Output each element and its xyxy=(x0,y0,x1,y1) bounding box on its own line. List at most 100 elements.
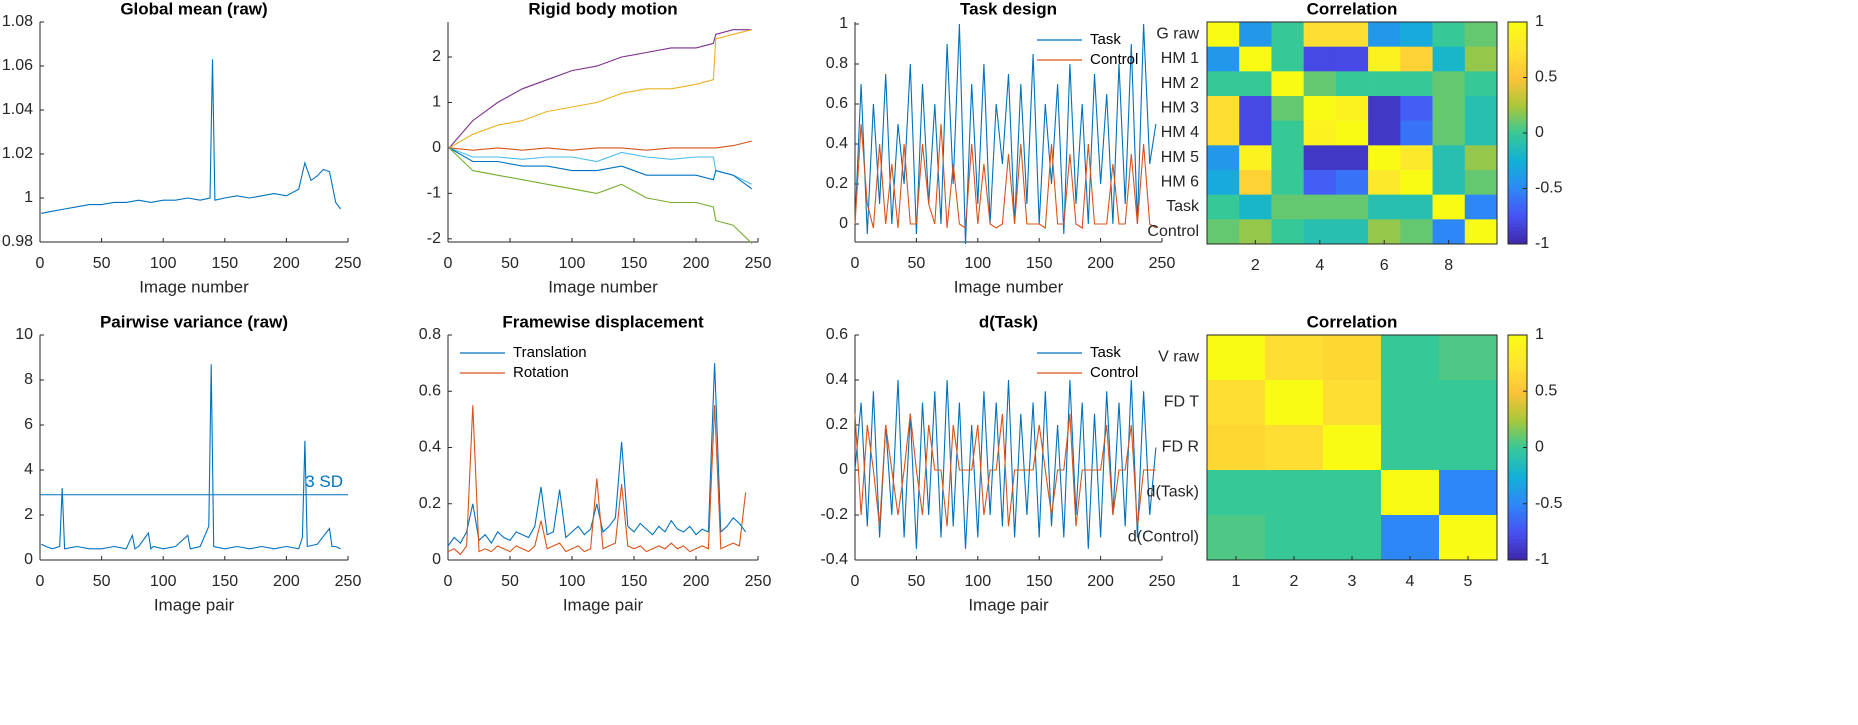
colorbar-step xyxy=(1508,517,1527,522)
legend-label: Translation xyxy=(513,344,587,361)
heatmap-cell xyxy=(1368,46,1401,72)
colorbar-step xyxy=(1508,157,1527,162)
data-line xyxy=(448,29,752,149)
colorbar-step xyxy=(1508,356,1527,361)
heatmap-cell xyxy=(1207,470,1266,516)
colorbar-step xyxy=(1508,352,1527,357)
colorbar-step xyxy=(1508,67,1527,72)
heatmap-cell xyxy=(1207,515,1266,561)
colorbar-step xyxy=(1508,419,1527,424)
heatmap-cell xyxy=(1400,22,1433,47)
heatmap-cell xyxy=(1323,425,1382,471)
colorbar-step xyxy=(1508,150,1527,155)
threshold-label: 3 SD xyxy=(305,472,343,491)
heatmap-cell xyxy=(1368,145,1401,171)
colorbar-step xyxy=(1508,405,1527,410)
y-tick-label: HM 6 xyxy=(1161,174,1199,191)
colorbar-step xyxy=(1508,174,1527,179)
colorbar-step xyxy=(1508,212,1527,217)
data-line xyxy=(447,405,747,556)
colorbar-step xyxy=(1508,105,1527,110)
colorbar-step xyxy=(1508,84,1527,89)
heatmap-cell xyxy=(1239,170,1272,195)
x-tick-label: 100 xyxy=(964,573,991,590)
x-tick-label: 150 xyxy=(1026,573,1053,590)
heatmap-cell xyxy=(1271,170,1304,195)
x-tick-label: 250 xyxy=(335,573,362,590)
heatmap-cell xyxy=(1381,380,1440,426)
heatmap-cell xyxy=(1439,470,1498,516)
colorbar-step xyxy=(1508,42,1527,47)
x-tick-label: 250 xyxy=(335,255,362,272)
x-tick-label: 5 xyxy=(1464,573,1473,590)
colorbar-step xyxy=(1508,408,1527,413)
colorbar-tick-label: -1 xyxy=(1535,551,1549,568)
x-tick-label: 250 xyxy=(745,573,772,590)
y-tick-label: 0.4 xyxy=(419,439,441,456)
colorbar-step xyxy=(1508,119,1527,124)
y-tick-label: -0.4 xyxy=(820,551,848,568)
colorbar-step xyxy=(1508,387,1527,392)
colorbar-step xyxy=(1508,164,1527,169)
colorbar-step xyxy=(1508,380,1527,385)
heatmap-cell xyxy=(1207,96,1240,121)
colorbar-step xyxy=(1508,101,1527,106)
colorbar-step xyxy=(1508,521,1527,526)
colorbar-step xyxy=(1508,549,1527,554)
heatmap-cell xyxy=(1207,71,1240,97)
y-tick-label: 0 xyxy=(432,139,441,156)
colorbar-step xyxy=(1508,237,1527,242)
x-tick-label: 150 xyxy=(621,573,648,590)
y-tick-label: 1.02 xyxy=(2,145,33,162)
colorbar-step xyxy=(1508,342,1527,347)
y-tick-label: 0.8 xyxy=(826,55,848,72)
y-tick-label: 0.2 xyxy=(826,416,848,433)
heatmap-cell xyxy=(1265,425,1324,471)
heatmap-cell xyxy=(1239,46,1272,72)
y-tick-label: 4 xyxy=(24,461,33,478)
colorbar-step xyxy=(1508,391,1527,396)
colorbar-step xyxy=(1508,216,1527,221)
heatmap-cell xyxy=(1207,425,1266,471)
heatmap-cell xyxy=(1303,96,1337,121)
heatmap-cell xyxy=(1400,120,1433,146)
heatmap-cell xyxy=(1335,170,1369,195)
colorbar-step xyxy=(1508,489,1527,494)
colorbar-step xyxy=(1508,126,1527,131)
colorbar-step xyxy=(1508,373,1527,378)
colorbar-step xyxy=(1508,209,1527,214)
heatmap-cell xyxy=(1271,194,1304,220)
x-tick-label: 50 xyxy=(501,255,519,272)
colorbar-step xyxy=(1508,370,1527,375)
heatmap-cell xyxy=(1432,46,1466,72)
chart-title: Rigid body motion xyxy=(528,0,677,18)
colorbar-step xyxy=(1508,394,1527,399)
heatmap-cell xyxy=(1464,145,1498,171)
heatmap-cell xyxy=(1239,71,1272,97)
x-tick-label: 8 xyxy=(1444,257,1453,274)
heatmap-cell xyxy=(1381,515,1440,561)
x-axis-label: Image number xyxy=(139,277,249,296)
y-tick-label: 0.6 xyxy=(419,382,441,399)
colorbar-step xyxy=(1508,468,1527,473)
heatmap-cell xyxy=(1335,22,1369,47)
heatmap-cell xyxy=(1464,71,1498,97)
y-tick-label: d(Control) xyxy=(1128,529,1199,546)
heatmap-cell xyxy=(1464,46,1498,72)
x-tick-label: 4 xyxy=(1315,257,1324,274)
heatmap-cell xyxy=(1239,120,1272,146)
heatmap-cell xyxy=(1207,380,1266,426)
colorbar-step xyxy=(1508,28,1527,33)
colorbar-step xyxy=(1508,552,1527,557)
colorbar-step xyxy=(1508,181,1527,186)
data-line xyxy=(854,379,1157,549)
y-tick-label: -1 xyxy=(427,185,441,202)
colorbar-step xyxy=(1508,338,1527,343)
heatmap-cell xyxy=(1464,219,1498,245)
x-tick-label: 0 xyxy=(851,255,860,272)
y-tick-label: HM 3 xyxy=(1161,100,1199,117)
colorbar-tick-label: 0.5 xyxy=(1535,382,1557,399)
heatmap-cell xyxy=(1335,96,1369,121)
colorbar-step xyxy=(1508,129,1527,134)
colorbar-step xyxy=(1508,146,1527,151)
